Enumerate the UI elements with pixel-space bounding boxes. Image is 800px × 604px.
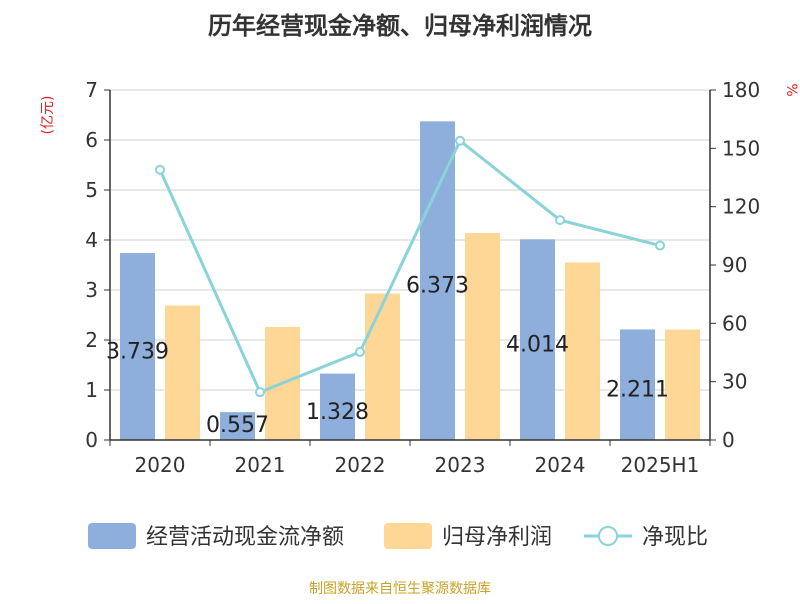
line-point-net-cash-ratio — [455, 135, 465, 146]
bar-operating-cashflow — [120, 253, 155, 440]
right-axis-tick-label: 150 — [722, 136, 760, 160]
bar-net-profit — [365, 293, 400, 440]
x-axis-category-label: 2020 — [135, 453, 186, 477]
legend-swatch-net-profit — [384, 523, 432, 549]
left-axis-tick-label: 0 — [85, 428, 98, 452]
right-axis-tick-label: 0 — [722, 428, 735, 452]
bar-net-profit — [465, 233, 500, 440]
bar-operating-cashflow — [520, 239, 555, 440]
left-axis-tick-label: 2 — [85, 328, 98, 352]
bar-operating-cashflow — [320, 373, 355, 440]
data-label-operating-cashflow: 1.328 — [306, 400, 369, 425]
right-axis-tick-label: 30 — [722, 370, 747, 394]
bar-net-profit — [165, 305, 200, 440]
bar-operating-cashflow — [620, 329, 655, 440]
left-axis-tick-label: 5 — [85, 178, 98, 202]
chart-title: 历年经营现金净额、归母净利润情况 — [208, 12, 592, 40]
line-point-net-cash-ratio — [655, 240, 665, 251]
left-axis-tick-label: 7 — [85, 78, 98, 102]
x-axis-category-label: 2023 — [435, 453, 486, 477]
bar-operating-cashflow — [220, 412, 255, 440]
line-net-cash-ratio — [158, 138, 661, 395]
x-axis-category-label: 2024 — [535, 453, 586, 477]
line-point-net-cash-ratio — [555, 215, 565, 226]
bar-net-profit — [665, 329, 700, 440]
right-axis-tick-label: 60 — [722, 311, 747, 335]
grid-lines — [110, 89, 710, 391]
source-note: 制图数据来自恒生聚源数据库 — [309, 581, 491, 597]
left-axis-tick-label: 6 — [85, 128, 98, 152]
data-label-operating-cashflow: 3.739 — [106, 340, 169, 365]
left-axis-tick-label: 4 — [85, 228, 98, 252]
bar-net-profit — [565, 262, 600, 440]
data-label-operating-cashflow: 6.373 — [406, 274, 469, 299]
right-axis-tick-label: 90 — [722, 253, 747, 277]
bar-group — [120, 121, 700, 440]
left-axis-tick-label: 1 — [85, 378, 98, 402]
x-axis-category-label: 2022 — [335, 453, 386, 477]
data-label-operating-cashflow: 4.014 — [506, 333, 569, 358]
left-axis-unit-label: (亿元) — [40, 96, 56, 135]
data-label-operating-cashflow: 0.557 — [206, 413, 269, 438]
right-axis-tick-label: 180 — [722, 78, 760, 102]
legend-marker-net-cash-ratio — [598, 526, 618, 546]
data-label-group: 3.739 0.557 1.328 6.373 4.014 2.211 — [106, 274, 669, 438]
legend-swatch-operating-cashflow — [88, 523, 136, 549]
line-point-net-cash-ratio — [355, 346, 365, 357]
right-axis-unit-label: % — [783, 83, 799, 96]
axes — [104, 89, 716, 446]
bar-operating-cashflow — [420, 121, 455, 440]
legend-label-net-cash-ratio: 净现比 — [642, 525, 708, 550]
x-axis-category-label: 2025H1 — [621, 453, 700, 477]
legend: 经营活动现金流净额 归母净利润 净现比 — [88, 523, 708, 550]
legend-label-net-profit: 归母净利润 — [442, 525, 552, 550]
legend-label-operating-cashflow: 经营活动现金流净额 — [146, 525, 344, 550]
line-point-net-cash-ratio — [255, 387, 265, 398]
right-axis-tick-label: 120 — [722, 195, 760, 219]
data-label-operating-cashflow: 2.211 — [606, 378, 669, 403]
line-point-net-cash-ratio — [155, 164, 165, 175]
tick-labels: 0 1 2 3 4 5 6 7 0 30 60 90 120 150 180 2020 2021 2022 2023… — [85, 78, 760, 477]
left-axis-tick-label: 3 — [85, 278, 98, 302]
x-axis-category-label: 2021 — [235, 453, 286, 477]
line-series-group — [155, 135, 665, 398]
